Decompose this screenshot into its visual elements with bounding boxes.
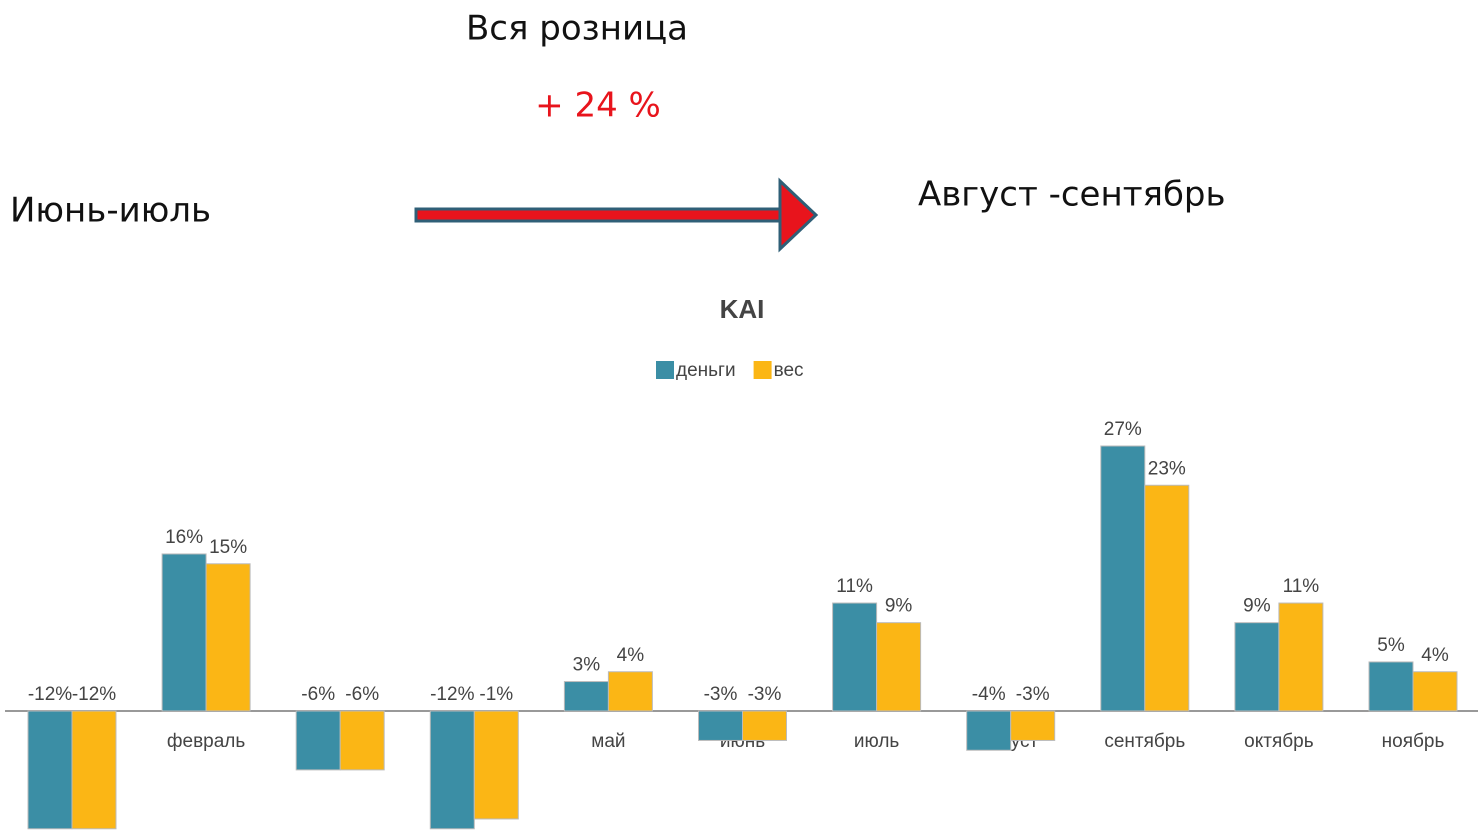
x-tick-label: июль [854, 731, 900, 752]
chart-title: KAI [720, 294, 765, 324]
arrow [414, 177, 819, 253]
bar [966, 710, 1012, 751]
data-label: 16% [165, 527, 203, 548]
to-label: Август -сентябрь [918, 175, 1226, 215]
data-label: 4% [617, 645, 645, 666]
bar [1144, 484, 1190, 712]
data-label: -12% [28, 684, 72, 705]
data-label: 23% [1148, 458, 1186, 479]
legend-label: деньги [676, 360, 736, 381]
data-label: -12% [430, 684, 474, 705]
x-tick-label: ноябрь [1382, 731, 1445, 752]
bar [473, 710, 519, 820]
bar [1100, 445, 1146, 712]
change: + 24 % [535, 86, 661, 126]
bar [698, 710, 743, 741]
bar [71, 710, 117, 830]
data-label: 9% [885, 596, 913, 617]
data-label: -3% [748, 684, 782, 705]
legend-swatch [656, 361, 674, 379]
bar [607, 671, 653, 712]
x-tick-label: октябрь [1244, 731, 1314, 752]
data-label: -6% [345, 684, 379, 705]
data-label: 27% [1104, 419, 1142, 440]
bar [339, 710, 385, 771]
data-label: 3% [573, 655, 601, 676]
x-tick-label: февраль [167, 731, 246, 752]
data-label: -12% [72, 684, 116, 705]
data-label: 15% [209, 537, 247, 558]
data-label: 9% [1243, 596, 1271, 617]
x-tick-label: май [591, 731, 625, 752]
bar [429, 710, 475, 830]
data-label: -3% [1016, 684, 1050, 705]
data-label: 5% [1377, 635, 1405, 656]
data-label: -6% [301, 684, 335, 705]
bar [876, 622, 922, 712]
data-label: -3% [704, 684, 738, 705]
bar [1412, 671, 1458, 712]
data-label: -1% [479, 684, 513, 705]
bar [295, 710, 341, 771]
data-label: 11% [1283, 576, 1320, 597]
bar [1278, 602, 1324, 712]
bar [1010, 710, 1056, 741]
from-label: Июнь-июль [10, 191, 211, 231]
bar [205, 563, 251, 712]
bar [161, 553, 207, 712]
bar [1368, 661, 1414, 712]
bar [563, 681, 609, 712]
bar [832, 602, 878, 712]
bar [1234, 622, 1280, 712]
legend-label: вес [774, 360, 804, 381]
bar [742, 710, 787, 741]
bar [27, 710, 73, 830]
data-label: 11% [836, 576, 873, 597]
data-label: 4% [1421, 645, 1449, 666]
x-tick-label: сентябрь [1104, 731, 1185, 752]
data-label: -4% [972, 684, 1006, 705]
slide-title: Вся розница [466, 9, 688, 49]
legend-swatch [753, 361, 772, 379]
